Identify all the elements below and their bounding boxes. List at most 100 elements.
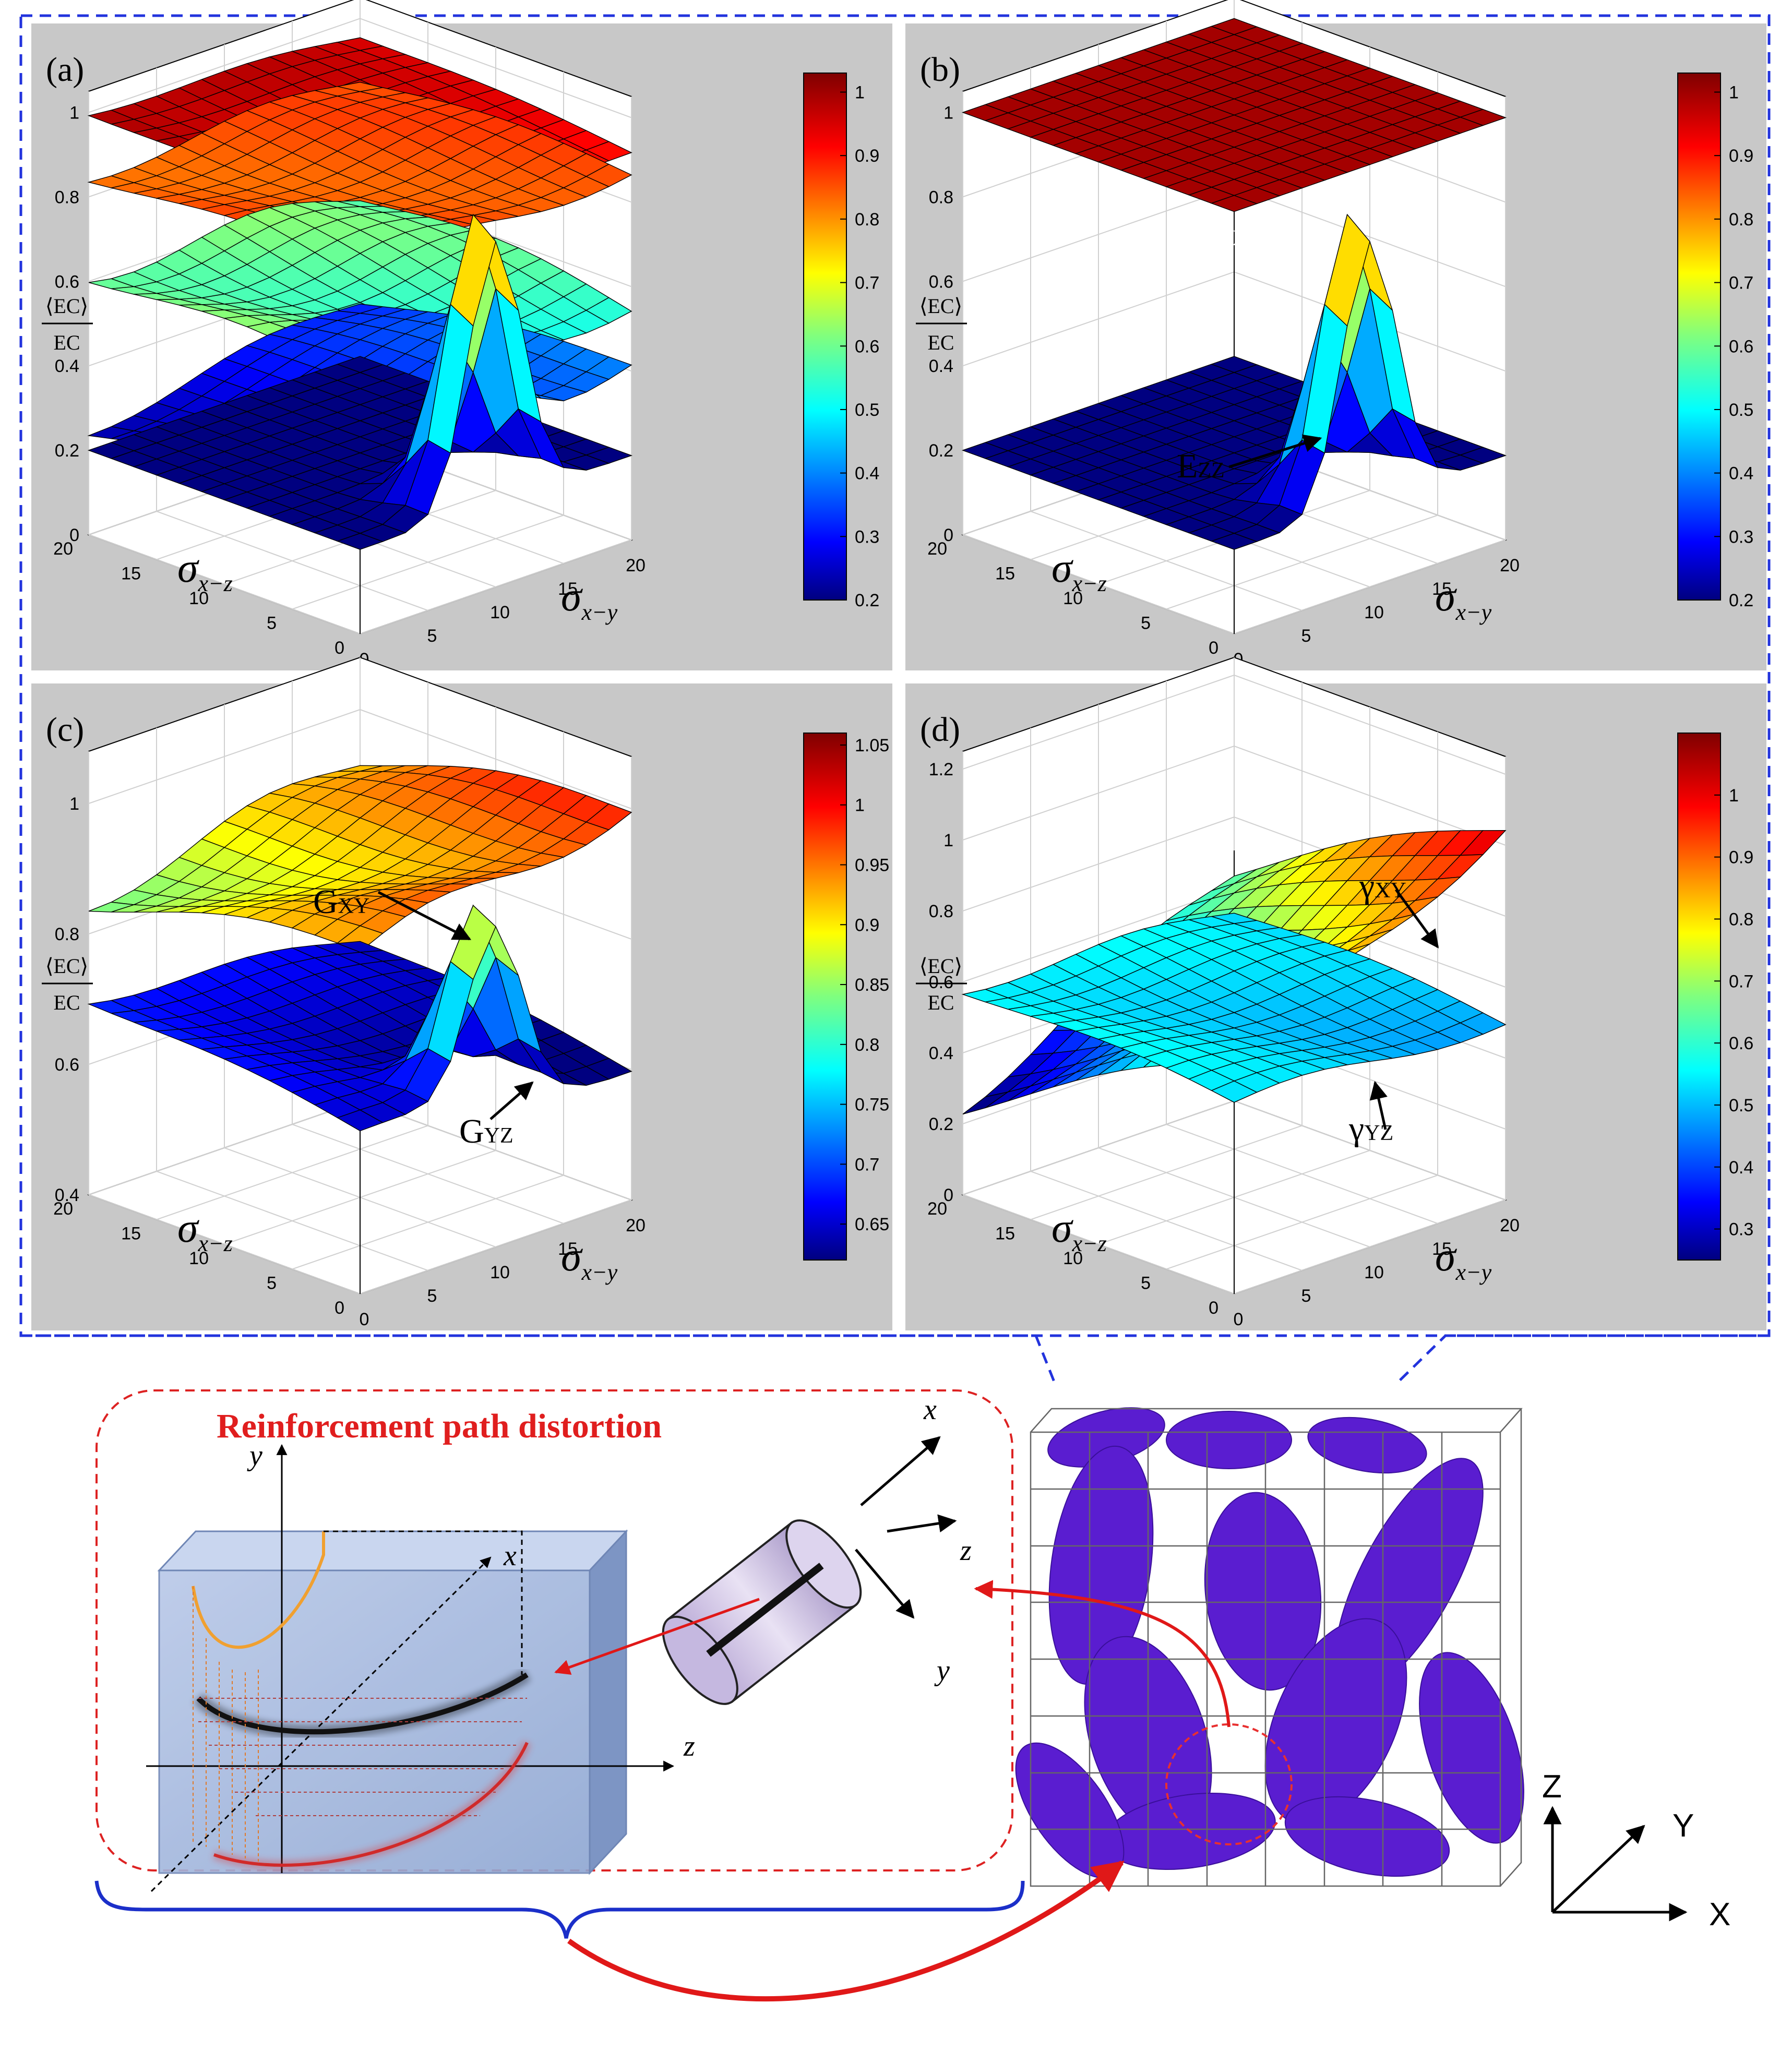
x-tick-label: 20 [1500, 1216, 1520, 1235]
z-axis-label-top: ⟨EC⟩ [919, 954, 962, 978]
arrow-brace-to-lattice [567, 1861, 1125, 2001]
x-tick-label: 10 [1364, 1263, 1384, 1282]
colorbar-tick-label: 0.4 [1729, 1158, 1753, 1178]
zoom-connector [21, 1334, 1769, 1383]
y-tick-label: 0 [1209, 1298, 1218, 1318]
colorbar-tick-label: 0.65 [855, 1215, 889, 1234]
z-tick-label: 0.8 [929, 187, 953, 207]
box-axis-z: z [683, 1730, 695, 1762]
z-axis-label-bottom: EC [53, 331, 80, 354]
colorbar-tick-label: 0.4 [1729, 464, 1753, 484]
y-tick-label: 20 [53, 1199, 73, 1219]
y-tick-label: 10 [189, 589, 209, 608]
surface-cell [336, 533, 384, 550]
chart-panel-b: (b)051015200510152000.20.40.60.81σx−yσx−… [905, 0, 1766, 670]
z-tick-label: 1.2 [929, 760, 953, 779]
z-tick-label: 1 [943, 831, 953, 850]
colorbar-tick-label: 0.8 [855, 210, 879, 230]
x-tick-label: 15 [558, 579, 578, 599]
z-tick-label: 1 [69, 794, 79, 814]
surface-cell [1210, 533, 1258, 550]
annotation-label: γYZ [1348, 1110, 1393, 1148]
z-tick-label: 0.6 [929, 272, 953, 292]
colorbar-tick-label: 0.3 [1729, 527, 1753, 547]
z-axis-label-bottom: EC [53, 991, 80, 1014]
global-axis-Z: Z [1542, 1769, 1562, 1805]
colorbar-tick-label: 0.8 [855, 1035, 879, 1055]
x-tick-label: 5 [427, 1286, 437, 1306]
colorbar-tick-label: 1 [1729, 786, 1739, 806]
x-tick-label: 5 [1301, 626, 1311, 646]
arrow-fiber-to-box [554, 1598, 760, 1675]
rve-box [157, 1529, 628, 1875]
colorbar-tick-label: 0.3 [855, 527, 879, 547]
annotation-arrow [1228, 434, 1322, 469]
z-axis-label-top: ⟨EC⟩ [919, 294, 962, 318]
z-tick-label: 0 [943, 1185, 953, 1205]
fiber-cylinder: x z y [662, 1394, 972, 1705]
colorbar-tick-label: 0.6 [1729, 1034, 1753, 1053]
global-axis-X: X [1709, 1897, 1730, 1933]
surface-Gxy [88, 765, 632, 952]
colorbar [803, 73, 847, 601]
surface-cell [1210, 195, 1258, 212]
y-tick-label: 5 [1141, 614, 1151, 633]
y-tick-label: 20 [927, 1199, 947, 1219]
z-tick-label: 0.6 [55, 272, 79, 292]
fiber-axis-z: z [960, 1534, 972, 1567]
z-tick-label: 0 [69, 525, 79, 545]
x-tick-label: 20 [1500, 556, 1520, 575]
colorbar-tick-label: 0.6 [1729, 337, 1753, 356]
chart-panel-d: (d)051015200510152000.20.40.60.811.2σx−y… [905, 656, 1766, 1330]
box-axis-x: x [503, 1540, 517, 1572]
y-tick-label: 10 [189, 1249, 209, 1268]
y-tick-label: 15 [995, 564, 1015, 584]
box-axes [146, 1444, 675, 1892]
y-tick-label: 20 [53, 539, 73, 559]
colorbar-tick-label: 1 [855, 796, 865, 815]
z-tick-label: 0.6 [929, 973, 953, 992]
y-tick-label: 10 [1063, 589, 1083, 608]
z-axis-label-bottom: EC [927, 991, 954, 1014]
colorbar-tick-label: 0.7 [855, 1155, 879, 1174]
highlight-circle [1165, 1723, 1293, 1845]
y-axis-label: σx−z [177, 545, 233, 596]
colorbar-tick-label: 0.9 [1729, 848, 1753, 868]
z-tick-label: 0.2 [929, 441, 953, 461]
annotation-arrow [489, 1081, 534, 1120]
x-tick-label: 0 [1234, 1310, 1244, 1329]
colorbar [1677, 733, 1721, 1261]
surface-Exx [961, 18, 1507, 212]
x-tick-label: 5 [427, 626, 437, 646]
z-tick-label: 1 [69, 103, 79, 123]
y-tick-label: 5 [267, 614, 277, 633]
colorbar-tick-label: 1.05 [855, 736, 889, 755]
x-tick-label: 15 [1432, 1239, 1452, 1259]
colorbar-tick-label: 0.95 [855, 856, 889, 875]
y-tick-label: 20 [927, 539, 947, 559]
colorbar-tick-label: 0.7 [1729, 971, 1753, 991]
colorbar [1677, 73, 1721, 601]
z-tick-label: 0.4 [929, 356, 953, 376]
brace [94, 1880, 1025, 1939]
z-tick-label: 0.4 [55, 1185, 79, 1205]
surface-cell [1211, 1081, 1258, 1103]
chart-panel-c: (c)05101520051015200.40.60.81σx−yσx−z⟨EC… [31, 656, 892, 1330]
colorbar-tick-label: 1 [855, 83, 865, 103]
z-tick-label: 0.6 [55, 1055, 79, 1075]
arrow-lattice-to-fiber [974, 1580, 1230, 1727]
colorbar-tick-label: 0.9 [855, 146, 879, 166]
colorbar-tick-label: 0.7 [855, 273, 879, 293]
z-tick-label: 1 [943, 103, 953, 123]
z-axis-label-bottom: EC [927, 331, 954, 354]
x-tick-label: 15 [558, 1239, 578, 1259]
fiber-axis-x: x [923, 1394, 937, 1426]
box-axis-y: y [247, 1439, 262, 1472]
panel-label: (a) [46, 51, 84, 89]
surface-Gyz [87, 904, 632, 1132]
colorbar-tick-label: 0.2 [855, 591, 879, 610]
colorbar-tick-label: 0.5 [1729, 400, 1753, 420]
fiber-paths [192, 1530, 532, 1870]
z-tick-label: 0.8 [929, 902, 953, 921]
y-tick-label: 0 [334, 1298, 344, 1318]
